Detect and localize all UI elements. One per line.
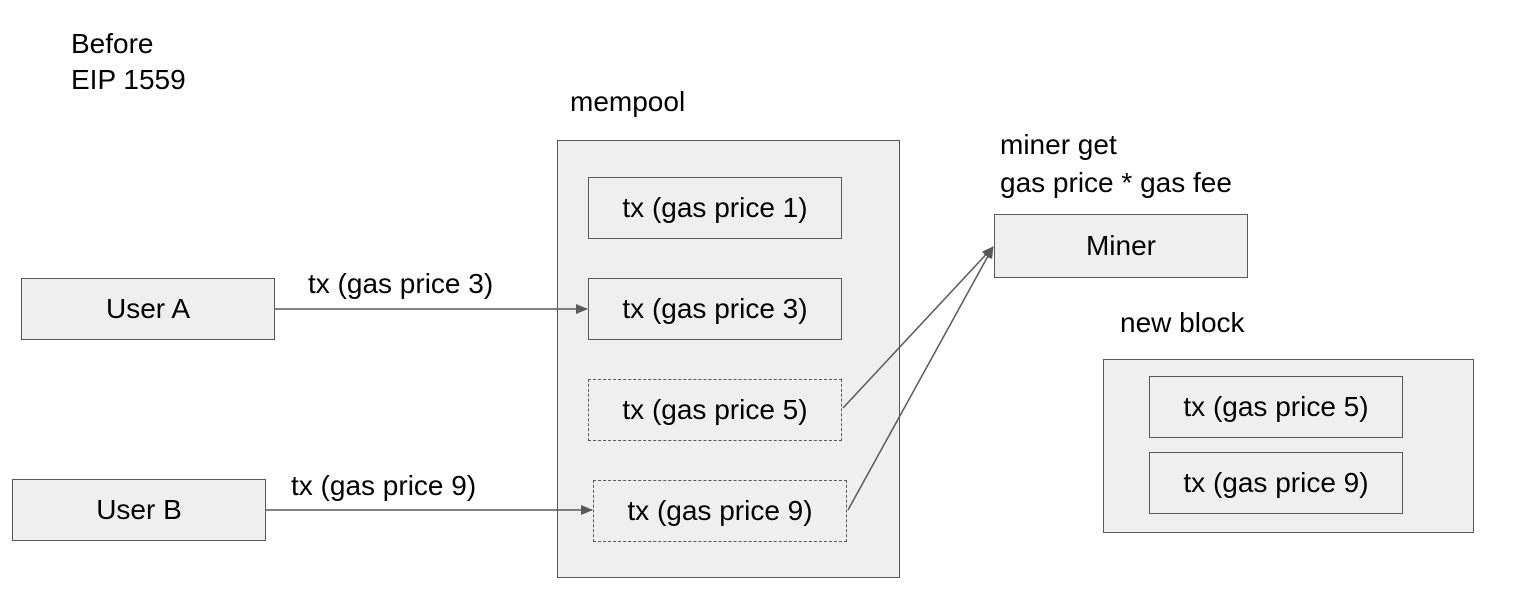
- miner-note-line-1: miner get: [1000, 129, 1117, 160]
- arrow-tx5-to-miner: [842, 246, 994, 409]
- new-block-tx-2: tx (gas price 9): [1149, 452, 1403, 514]
- mempool-tx-3: tx (gas price 5): [588, 379, 842, 441]
- miner-note-line-2: gas price * gas fee: [1000, 167, 1232, 198]
- mempool-tx-1: tx (gas price 1): [588, 177, 842, 239]
- user-b-box: User B: [12, 479, 266, 541]
- user-a-tx-label: tx (gas price 3): [308, 268, 494, 299]
- miner-box: Miner: [994, 214, 1248, 278]
- mempool-label: mempool: [570, 86, 686, 117]
- new-block-tx-1: tx (gas price 5): [1149, 376, 1403, 438]
- mempool-tx-2: tx (gas price 3): [588, 278, 842, 340]
- user-a-box: User A: [21, 278, 275, 340]
- mempool-tx-4: tx (gas price 9): [593, 480, 847, 542]
- user-b-tx-label: tx (gas price 9): [291, 470, 477, 501]
- new-block-label: new block: [1120, 307, 1245, 338]
- diagram-title-line-1: Before: [71, 28, 154, 59]
- arrow-tx9-to-miner: [847, 246, 994, 511]
- diagram-title-line-2: EIP 1559: [71, 64, 186, 95]
